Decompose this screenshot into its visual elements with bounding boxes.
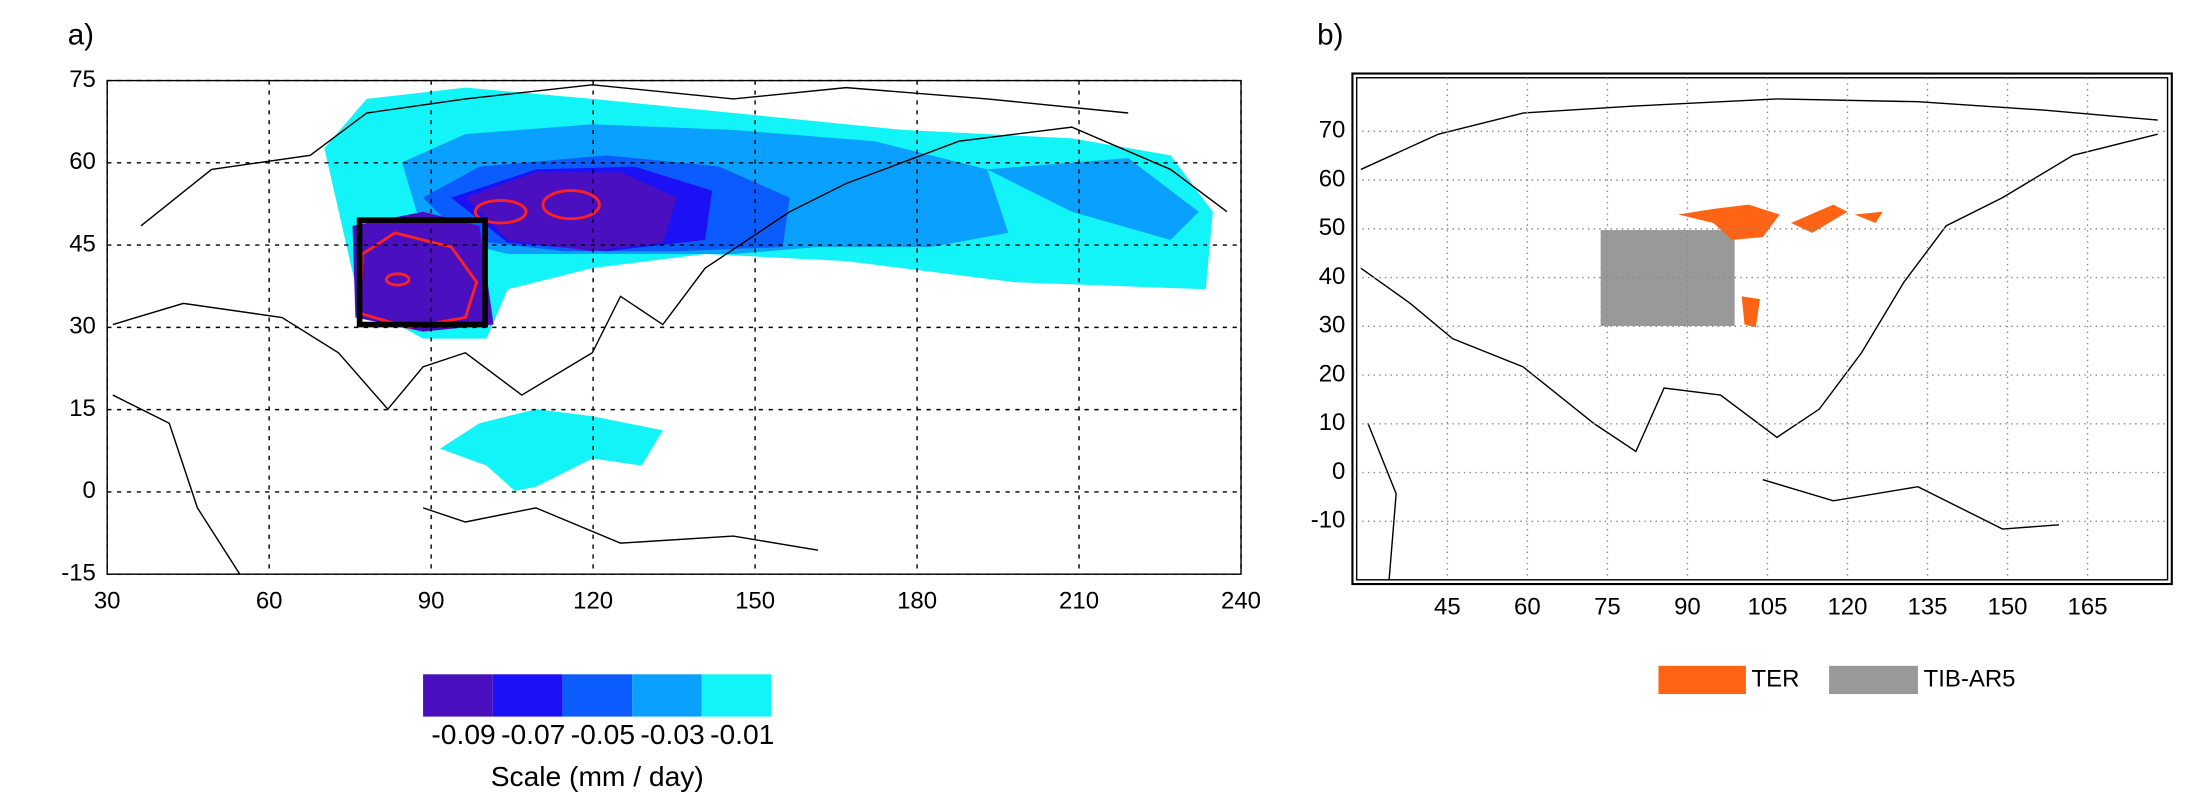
x-tick-label: 165 <box>2068 593 2108 620</box>
colorbar-box <box>632 674 702 717</box>
x-tick-label: 240 <box>1221 588 1261 615</box>
y-tick-label: -10 <box>1311 507 1346 534</box>
colorbar-box <box>562 674 633 717</box>
y-tick-label: 60 <box>1319 165 1346 192</box>
x-tick-label: 60 <box>1514 593 1541 620</box>
x-tick-label: 105 <box>1747 593 1787 620</box>
coastline <box>112 126 1228 411</box>
y-tick-label: 70 <box>1319 117 1346 144</box>
x-tick-label: 180 <box>897 588 937 615</box>
y-tick-label: 75 <box>69 66 96 93</box>
colorbar-label: -0.07 <box>501 718 565 750</box>
plot-frame <box>1355 77 2169 581</box>
y-tick-label: 15 <box>69 395 96 422</box>
plot-frame <box>1351 72 2173 586</box>
x-tick-label: 30 <box>94 588 121 615</box>
shade <box>440 409 663 491</box>
colorbar-box <box>492 674 563 717</box>
contour <box>473 199 528 225</box>
x-tick-label: 150 <box>1988 593 2028 620</box>
x-tick-label: 210 <box>1059 588 1099 615</box>
y-tick-label: 45 <box>69 230 96 257</box>
x-tick-label: 90 <box>418 588 445 615</box>
coastline <box>1360 98 2158 171</box>
colorbar-label: -0.05 <box>571 718 635 750</box>
ter-region <box>1678 204 1883 328</box>
legend-swatch <box>1829 665 1918 695</box>
colorbar-label: -0.03 <box>640 718 704 750</box>
x-tick-label: 45 <box>1434 593 1461 620</box>
colorbar-label: -0.09 <box>431 718 495 750</box>
y-tick-label: 30 <box>1319 312 1346 339</box>
contour <box>358 231 479 329</box>
coastline <box>1367 423 2060 580</box>
legend-swatch <box>1658 665 1746 695</box>
region-box <box>356 217 488 328</box>
x-tick-label: 135 <box>1907 593 1947 620</box>
x-tick-label: 60 <box>256 588 283 615</box>
y-tick-label: -15 <box>61 559 96 586</box>
contour <box>385 272 411 287</box>
y-tick-label: 30 <box>69 313 96 340</box>
precip-field <box>112 84 1228 575</box>
x-tick-label: 150 <box>735 588 775 615</box>
panel-label: b) <box>1317 19 1343 52</box>
colorbar-label: -0.01 <box>710 718 774 750</box>
y-tick-label: 60 <box>69 148 96 175</box>
x-tick-label: 120 <box>1827 593 1867 620</box>
shade <box>987 158 1199 240</box>
y-tick-label: 0 <box>83 477 96 504</box>
colorbar-box <box>423 674 493 717</box>
x-tick-label: 120 <box>573 588 613 615</box>
y-tick-label: 40 <box>1319 263 1346 290</box>
contour <box>541 189 601 221</box>
legend-label: TIB-AR5 <box>1924 665 2016 692</box>
coastline <box>1360 133 2158 453</box>
shade <box>465 172 677 252</box>
shade <box>352 211 494 332</box>
x-tick-label: 90 <box>1674 593 1701 620</box>
x-tick-label: 75 <box>1594 593 1621 620</box>
y-tick-label: 20 <box>1319 360 1346 387</box>
panel-label: a) <box>68 19 94 52</box>
colorbar-box <box>701 674 772 717</box>
legend-label: TER <box>1752 665 1800 692</box>
y-tick-label: 0 <box>1332 458 1345 485</box>
y-tick-label: 50 <box>1319 214 1346 241</box>
y-tick-label: 10 <box>1319 409 1346 436</box>
colorbar-title: Scale (mm / day) <box>491 760 704 792</box>
